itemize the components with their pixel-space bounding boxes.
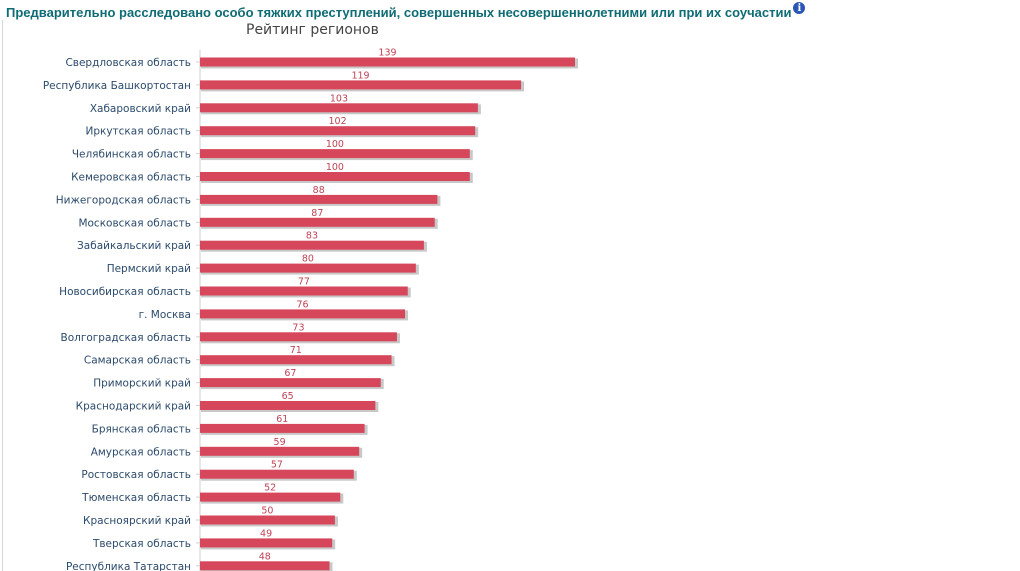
bar[interactable]	[200, 355, 392, 365]
category-label: Новосибирская область	[59, 286, 191, 298]
bar[interactable]	[200, 263, 416, 273]
category-label: Пермский край	[107, 263, 191, 275]
value-label: 73	[292, 322, 304, 333]
category-label: Ростовская область	[81, 469, 191, 481]
value-label: 119	[351, 70, 369, 81]
category-label: Самарская область	[84, 355, 191, 367]
category-label: Кемеровская область	[71, 172, 191, 184]
page-header: Предварительно расследовано особо тяжких…	[6, 2, 806, 22]
category-label: Тюменская область	[81, 492, 191, 504]
bar[interactable]	[200, 103, 478, 113]
bar[interactable]	[200, 80, 522, 90]
category-label: Амурская область	[91, 446, 191, 458]
bar[interactable]	[200, 217, 435, 227]
value-label: 87	[311, 208, 323, 219]
value-label: 65	[282, 391, 294, 402]
value-label: 100	[326, 139, 344, 150]
category-label: Челябинская область	[72, 149, 191, 161]
bar[interactable]	[200, 286, 408, 296]
value-label: 83	[306, 231, 318, 242]
bar[interactable]	[200, 423, 365, 433]
category-label: Красноярский край	[83, 515, 191, 527]
value-label: 61	[276, 414, 288, 425]
category-label: Московская область	[78, 217, 191, 229]
category-label: Брянская область	[92, 423, 191, 435]
panel-divider	[2, 20, 3, 571]
value-label: 76	[296, 299, 308, 310]
info-icon[interactable]: i	[793, 2, 806, 14]
category-label: Нижегородская область	[56, 194, 191, 206]
value-label: 67	[284, 368, 296, 379]
value-label: 100	[326, 162, 344, 173]
bar[interactable]	[200, 469, 354, 479]
bar[interactable]	[200, 401, 376, 410]
bar[interactable]	[200, 446, 360, 456]
category-label: Республика Башкортостан	[43, 80, 191, 92]
category-label: Волгоградская область	[61, 332, 191, 344]
category-label: г. Москва	[139, 309, 191, 321]
value-label: 80	[302, 254, 314, 265]
value-label: 59	[274, 437, 286, 448]
page-title: Предварительно расследовано особо тяжких…	[6, 4, 792, 20]
bar[interactable]	[200, 332, 397, 342]
category-label: Приморский край	[93, 378, 191, 390]
bar[interactable]	[200, 57, 575, 67]
value-label: 52	[264, 483, 276, 494]
category-label: Республика Татарстан	[66, 561, 191, 571]
value-label: 48	[259, 551, 271, 562]
bar[interactable]	[200, 561, 330, 571]
bar[interactable]	[200, 172, 470, 181]
category-label: Свердловская область	[65, 57, 191, 69]
category-label: Хабаровский край	[90, 103, 191, 115]
bar[interactable]	[200, 194, 438, 204]
bar[interactable]	[200, 515, 335, 525]
value-label: 102	[329, 116, 347, 127]
value-label: 77	[298, 277, 310, 288]
category-label: Тверская область	[92, 538, 191, 550]
bar[interactable]	[200, 378, 381, 388]
bar[interactable]	[200, 149, 470, 159]
category-label: Краснодарский край	[76, 401, 191, 413]
value-label: 57	[271, 460, 283, 471]
value-label: 139	[378, 48, 396, 59]
category-label: Забайкальский край	[77, 240, 191, 252]
value-label: 103	[330, 93, 348, 104]
value-label: 88	[313, 185, 325, 196]
bar[interactable]	[200, 538, 333, 548]
bar[interactable]	[200, 492, 341, 502]
bar[interactable]	[200, 309, 406, 319]
bar[interactable]	[200, 240, 424, 250]
bar[interactable]	[200, 126, 476, 136]
chart-title: Рейтинг регионов	[246, 22, 379, 38]
value-label: 71	[290, 345, 302, 356]
value-label: 49	[260, 528, 272, 539]
value-label: 50	[261, 506, 273, 517]
category-label: Иркутская область	[85, 126, 191, 138]
